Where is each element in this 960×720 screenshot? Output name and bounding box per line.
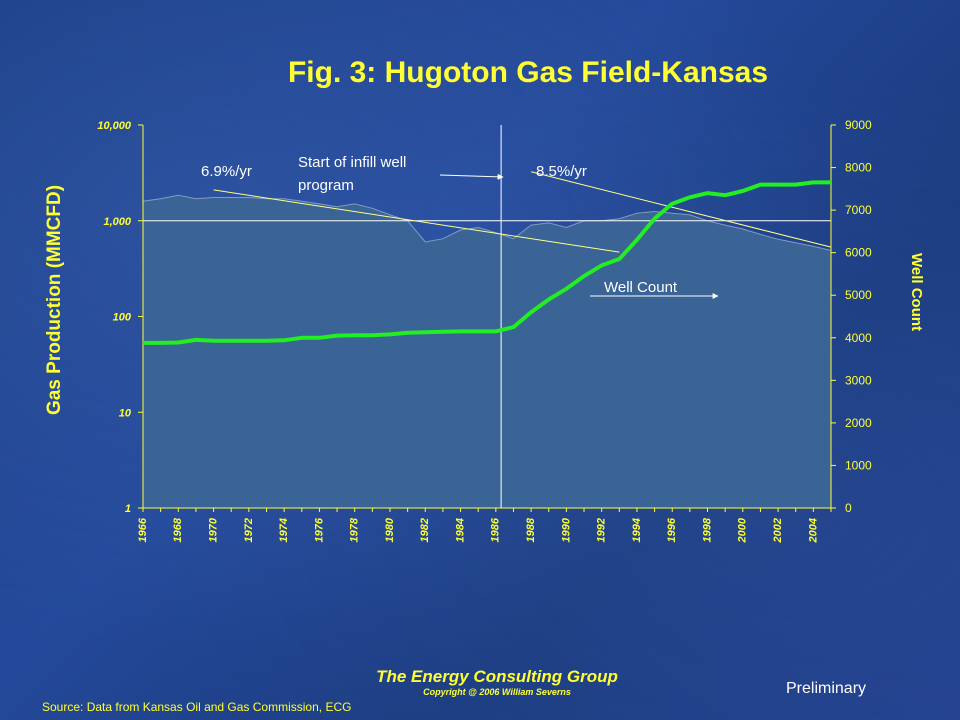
x-tick-label: 2002 xyxy=(772,518,784,543)
right-tick-label: 6000 xyxy=(845,246,872,260)
left-tick-label: 10,000 xyxy=(97,120,132,132)
x-tick-label: 1988 xyxy=(525,517,537,542)
right-tick-label: 1000 xyxy=(845,458,872,472)
x-tick-label: 1974 xyxy=(278,518,290,542)
left-tick-label: 10 xyxy=(119,407,132,419)
x-tick-label: 1978 xyxy=(349,517,361,542)
x-tick-label: 1996 xyxy=(666,517,678,542)
x-tick-label: 1970 xyxy=(207,517,219,542)
well-count-line xyxy=(143,180,831,345)
right-tick-label: 3000 xyxy=(845,373,872,387)
x-tick-label: 1968 xyxy=(172,517,184,542)
right-tick-label: 8000 xyxy=(845,161,872,175)
gas-production-area xyxy=(142,194,832,509)
x-tick-label: 1992 xyxy=(596,518,608,542)
trendline-2 xyxy=(530,171,832,248)
right-tick-label: 9000 xyxy=(845,118,872,132)
copyright-text: Copyright @ 2006 William Severns xyxy=(423,687,571,697)
x-tick-label: 1984 xyxy=(454,518,466,542)
right-tick-label: 7000 xyxy=(845,203,872,217)
x-tick-label: 1994 xyxy=(631,518,643,542)
trendline-1 xyxy=(213,189,620,253)
left-tick-label: 100 xyxy=(113,312,132,324)
annotation-infill-line-2: program xyxy=(298,177,354,194)
right-tick-label: 2000 xyxy=(845,416,872,430)
annotation-rate-1: 6.9%/yr xyxy=(201,163,252,180)
x-tick-label: 1972 xyxy=(243,518,255,542)
company-name: The Energy Consulting Group xyxy=(376,667,618,686)
right-axis-title: Well Count xyxy=(908,253,925,331)
x-tick-label: 1966 xyxy=(137,517,149,542)
right-tick-label: 5000 xyxy=(845,288,872,302)
preliminary-label: Preliminary xyxy=(786,680,867,697)
x-tick-label: 2000 xyxy=(737,517,749,543)
annotation-rate-2: 8.5%/yr xyxy=(536,163,587,180)
x-tick-label: 1980 xyxy=(384,517,396,542)
source-note: Source: Data from Kansas Oil and Gas Com… xyxy=(42,700,352,714)
annotation-infill-line-1: Start of infill well xyxy=(298,154,406,171)
chart-title: Fig. 3: Hugoton Gas Field-Kansas xyxy=(287,56,769,89)
x-tick-label: 1986 xyxy=(490,517,502,542)
x-tick-label: 1976 xyxy=(313,517,325,542)
x-tick-label: 1990 xyxy=(560,517,572,542)
x-tick-label: 1998 xyxy=(701,517,713,542)
left-tick-label: 1,000 xyxy=(103,216,131,228)
x-tick-label: 1982 xyxy=(419,518,431,542)
right-tick-label: 0 xyxy=(845,501,852,515)
right-tick-label: 4000 xyxy=(845,331,872,345)
annotation-well-count: Well Count xyxy=(604,279,678,296)
infill-arrow xyxy=(439,173,504,180)
x-tick-label: 2004 xyxy=(807,518,819,543)
left-tick-label: 1 xyxy=(125,503,131,515)
left-axis-title: Gas Production (MMCFD) xyxy=(44,185,65,415)
